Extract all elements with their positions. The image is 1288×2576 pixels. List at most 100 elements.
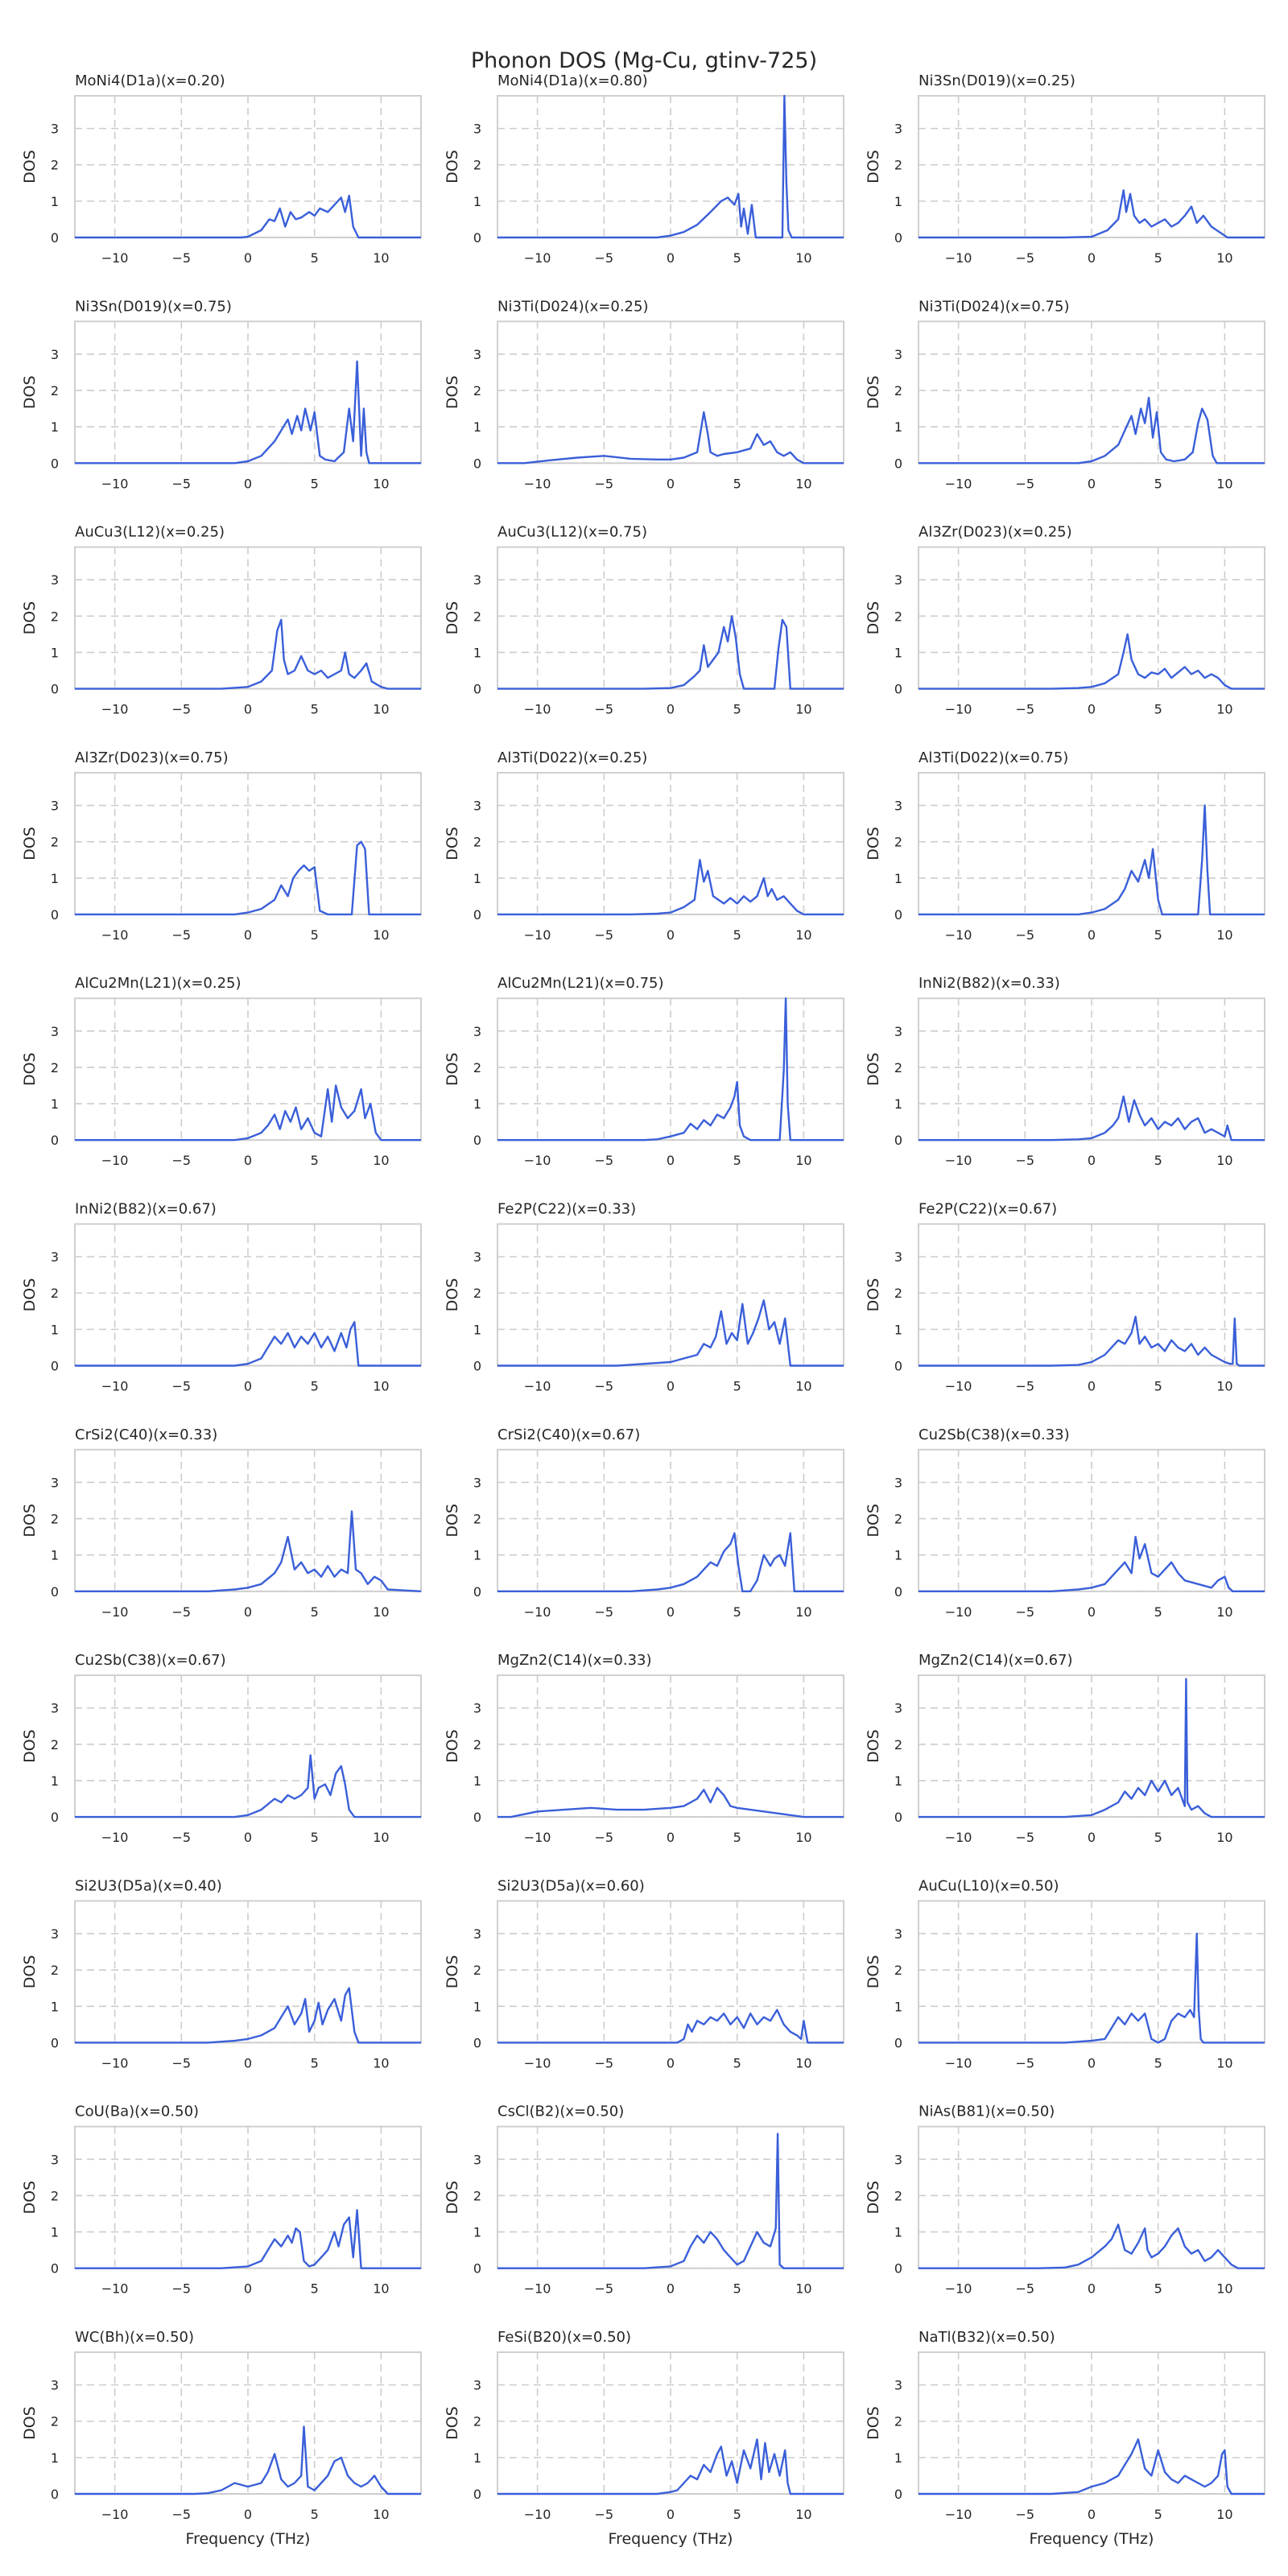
x-tick-label: −10 [524,1153,551,1168]
x-tick-label: 0 [1088,250,1096,266]
dos-curve [497,997,844,1141]
y-tick-label: 3 [51,572,59,588]
dos-curve [497,1299,844,1367]
dos-curve [75,1510,422,1593]
y-tick-label: 1 [51,1096,59,1112]
dos-panel: −10 −5 0 5 10 0 1 2 3 DOS NiAs(B81)(x=0.50) [865,2103,1265,2297]
x-tick-label: 0 [1088,2055,1096,2070]
dos-panel: −10 −5 0 5 10 0 1 2 3 DOS MgZn2(C14)(x=0.33) [444,1652,844,1845]
x-tick-label: 5 [1154,2507,1162,2522]
y-tick-label: 0 [51,907,59,923]
y-tick-label: 2 [51,1286,59,1301]
y-tick-label: 1 [894,419,902,435]
y-tick-label: 3 [473,1926,481,1942]
dos-panel: −10 −5 0 5 10 0 1 2 3 DOS Fe2P(C22)(x=0.33) [444,1201,844,1394]
x-tick-label: 0 [244,1604,252,1620]
y-tick-label: 0 [894,1810,902,1825]
y-tick-label: 0 [894,1359,902,1374]
dos-panel: −10 −5 0 5 10 0 1 2 3 DOS MgZn2(C14)(x=0.67) [865,1652,1265,1845]
y-tick-label: 3 [51,1701,59,1716]
y-tick-label: 3 [51,799,59,814]
x-tick-label: 10 [373,927,389,943]
x-tick-label: 10 [795,1153,811,1168]
x-tick-label: −5 [172,2281,192,2297]
x-tick-label: 10 [373,2055,389,2070]
y-tick-label: 2 [473,835,481,850]
x-tick-label: 0 [1088,476,1096,491]
x-tick-label: −10 [524,2281,551,2297]
panel-title: MgZn2(C14)(x=0.33) [497,1652,652,1669]
x-tick-label: 10 [1216,2507,1232,2522]
y-tick-label: 3 [894,122,902,137]
x-tick-label: 0 [667,2281,675,2297]
plot-area [497,1900,844,2044]
y-tick-label: 1 [894,1322,902,1337]
x-tick-label: −10 [524,927,551,943]
dos-panel: −10 −5 0 5 10 0 1 2 3 DOS CoU(Ba)(x=0.50) [21,2103,422,2297]
x-tick-label: 5 [1154,476,1162,491]
dos-curve [75,1321,421,1367]
x-tick-label: 0 [1088,2281,1096,2297]
y-axis-label: DOS [444,150,461,184]
panel-title: Ni3Sn(D019)(x=0.75) [75,298,232,315]
y-tick-label: 0 [894,2035,902,2050]
plot-area [497,1223,844,1367]
panel-title: AuCu3(L12)(x=0.75) [497,524,647,541]
y-axis-label: DOS [21,601,39,635]
x-tick-label: −5 [172,1604,192,1620]
y-tick-label: 1 [894,1096,902,1112]
x-tick-label: −10 [945,1379,972,1394]
dos-curve [75,360,421,464]
x-tick-label: 5 [311,1153,319,1168]
x-tick-label: 0 [1088,1830,1096,1845]
y-tick-label: 1 [473,2225,481,2240]
y-tick-label: 0 [51,456,59,471]
x-tick-label: −5 [1016,1379,1035,1394]
x-tick-label: 5 [733,2281,741,2297]
y-axis-label: DOS [444,1955,461,1989]
dos-curve [497,1532,844,1593]
x-tick-label: 5 [733,702,741,717]
x-tick-label: −5 [1016,476,1035,491]
x-tick-label: 5 [733,1379,741,1394]
y-tick-label: 3 [473,2152,481,2167]
y-tick-label: 2 [894,609,902,624]
dos-panel: −10 −5 0 5 10 0 1 2 3 DOS Ni3Ti(D024)(x=0.25) [444,298,844,491]
x-tick-label: 5 [311,927,319,943]
dos-panel: −10 −5 0 5 10 0 1 2 3 DOS Cu2Sb(C38)(x=0.67) [21,1652,422,1845]
y-tick-label: 3 [51,347,59,362]
panel-title: AuCu3(L12)(x=0.25) [75,524,225,541]
dos-panel: −10 −5 0 5 10 0 1 2 3 DOS Fe2P(C22)(x=0.67) [865,1201,1265,1394]
x-tick-label: −10 [945,2281,972,2297]
x-tick-label: −10 [945,2055,972,2070]
y-tick-label: 2 [894,1737,902,1752]
x-tick-label: −10 [101,476,129,491]
y-tick-label: 2 [473,158,481,173]
y-tick-label: 2 [894,2188,902,2203]
x-tick-label: 0 [244,1830,252,1845]
y-tick-label: 0 [473,1810,481,1825]
y-tick-label: 2 [51,1060,59,1075]
dos-panel: −10 −5 0 5 10 0 1 2 3 DOS AuCu(L10)(x=0.50) [865,1877,1265,2070]
x-tick-label: 0 [244,2507,252,2522]
x-tick-label: −10 [101,2055,129,2070]
y-axis-label: DOS [444,375,461,409]
y-axis-label: DOS [865,1504,882,1538]
x-tick-label: −10 [524,250,551,266]
dos-panel: −10 −5 0 5 10 0 1 2 3 DOS Cu2Sb(C38)(x=0.33) [865,1426,1265,1620]
x-tick-label: 0 [667,2055,675,2070]
y-tick-label: 1 [51,419,59,435]
panel-title: NiAs(B81)(x=0.50) [919,2103,1055,2120]
plot-area [497,95,844,238]
plot-area [497,546,844,690]
y-axis-label: DOS [21,2406,39,2440]
dos-panel: −10 −5 0 5 10 0 1 2 3 DOS InNi2(B82)(x=0.67) [21,1201,422,1394]
dos-curve [919,2223,1265,2269]
y-axis-label: DOS [444,2406,461,2440]
x-tick-label: −5 [1016,250,1035,266]
y-tick-label: 3 [473,1249,481,1265]
dos-panel: −10 −5 0 5 10 0 1 2 3 DOS Al3Zr(D023)(x=0.75) [21,749,422,943]
x-tick-label: 5 [311,250,319,266]
panel-title: InNi2(B82)(x=0.67) [75,1201,217,1218]
